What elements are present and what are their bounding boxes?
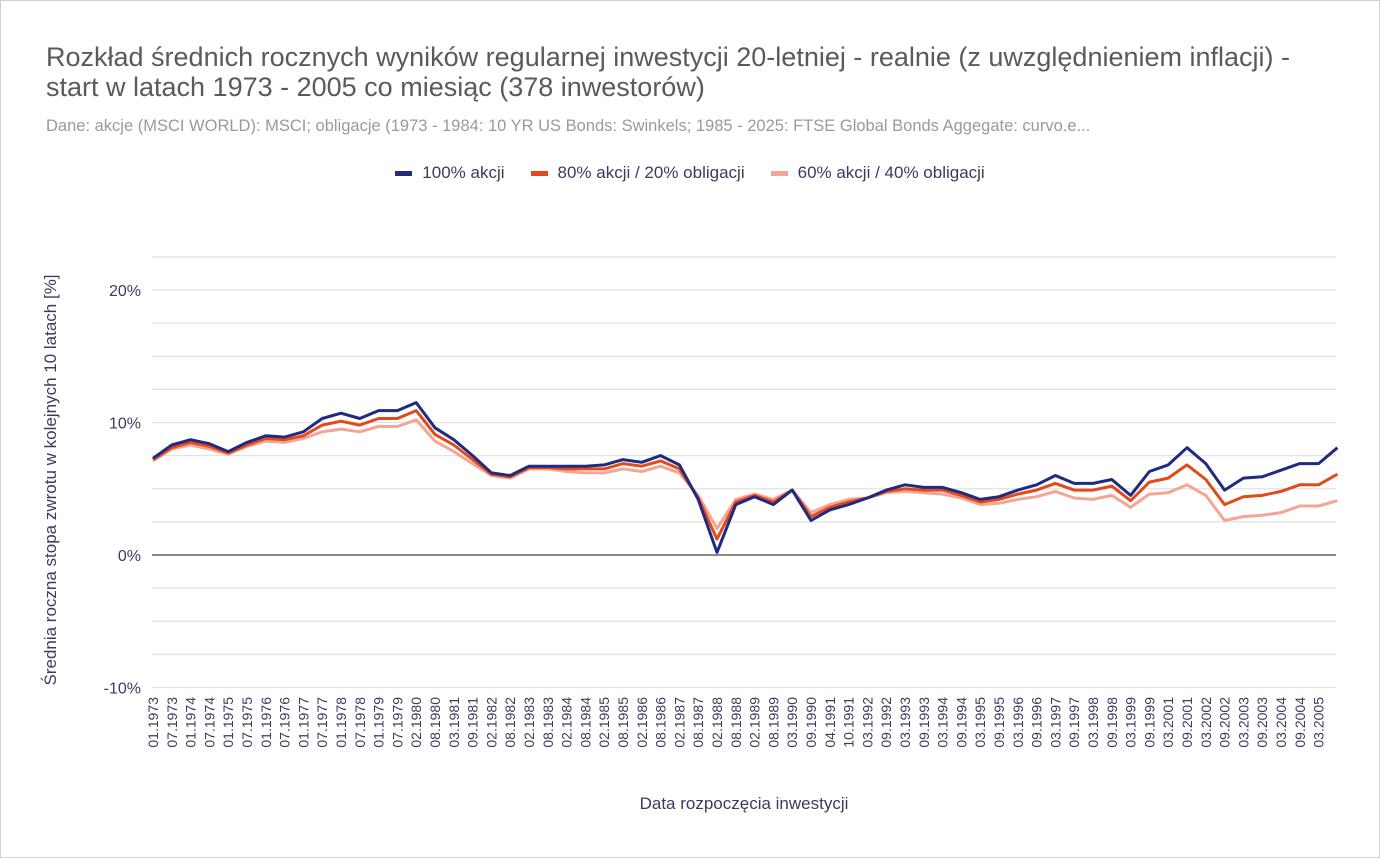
- x-tick-label: 02.1982: [483, 697, 499, 748]
- x-tick-label: 03.1996: [1010, 697, 1026, 748]
- x-tick-label: 09.1981: [465, 697, 481, 748]
- x-tick-label: 09.1997: [1066, 697, 1082, 748]
- x-tick-label: 09.1994: [953, 697, 969, 748]
- x-tick-label: 07.1979: [389, 697, 405, 748]
- legend-swatch: [770, 170, 788, 176]
- x-tick-label: 08.1982: [502, 697, 518, 748]
- x-tick-label: 01.1976: [258, 697, 274, 748]
- y-tick-label: -10%: [104, 681, 141, 698]
- legend-item-100[interactable]: 100% akcji: [395, 163, 505, 183]
- legend-swatch: [395, 170, 413, 176]
- x-tick-label: 04.1991: [822, 697, 838, 748]
- x-tick-label: 02.1986: [634, 697, 650, 748]
- x-tick-label: 02.1985: [596, 697, 612, 748]
- x-tick-label: 08.1986: [653, 697, 669, 748]
- y-tick-label: 0%: [118, 548, 141, 565]
- legend-label: 100% akcji: [422, 163, 505, 182]
- x-tick-label: 09.2003: [1254, 697, 1270, 748]
- y-tick-label: 20%: [109, 283, 141, 300]
- x-tick-label: 01.1979: [371, 697, 387, 748]
- x-tick-label: 09.2004: [1292, 697, 1308, 748]
- x-tick-label: 01.1977: [295, 697, 311, 748]
- x-axis-label: Data rozpoczęcia inwestycji: [640, 794, 849, 813]
- y-axis-ticks: 20% 10% 0% -10%: [104, 283, 141, 698]
- x-tick-label: 03.1998: [1085, 697, 1101, 748]
- legend-item-60[interactable]: 60% akcji / 40% obligacji: [770, 163, 985, 183]
- legend-label: 60% akcji / 40% obligacji: [797, 163, 985, 182]
- x-tick-label: 01.1973: [145, 697, 161, 748]
- x-tick-label: 02.1983: [521, 697, 537, 748]
- x-tick-label: 03.2005: [1311, 697, 1327, 748]
- legend-label: 80% akcji / 20% obligacji: [557, 163, 745, 182]
- x-tick-label: 03.2002: [1198, 697, 1214, 748]
- x-tick-label: 09.2001: [1179, 697, 1195, 748]
- x-tick-label: 03.2001: [1160, 697, 1176, 748]
- x-tick-label: 07.1975: [239, 697, 255, 748]
- series-line-0: [152, 401, 1339, 554]
- x-tick-label: 03.1993: [897, 697, 913, 748]
- x-tick-label: 03.1997: [1047, 697, 1063, 748]
- x-tick-label: 03.1999: [1123, 697, 1139, 748]
- x-tick-label: 08.1989: [765, 697, 781, 748]
- y-tick-label: 10%: [109, 416, 141, 433]
- x-tick-label: 07.1974: [201, 697, 217, 748]
- series-lines: [152, 401, 1339, 554]
- x-tick-label: 02.1980: [408, 697, 424, 748]
- gridlines: [152, 256, 1336, 689]
- x-tick-label: 02.1984: [559, 697, 575, 748]
- x-tick-label: 02.1989: [747, 697, 763, 748]
- legend-item-80[interactable]: 80% akcji / 20% obligacji: [530, 163, 745, 183]
- x-tick-label: 03.2003: [1235, 697, 1251, 748]
- x-tick-label: 09.1998: [1104, 697, 1120, 748]
- chart-title: Rozkład średnich rocznych wyników regula…: [46, 42, 1291, 102]
- x-tick-label: 09.1996: [1029, 697, 1045, 748]
- x-tick-label: 09.1990: [803, 697, 819, 748]
- chart-subtitle: Dane: akcje (MSCI WORLD): MSCI; obligacj…: [46, 117, 1091, 135]
- legend-swatch: [530, 170, 548, 176]
- x-tick-label: 08.1980: [427, 697, 443, 748]
- x-tick-label: 07.1973: [164, 697, 180, 748]
- x-tick-label: 02.1987: [671, 697, 687, 748]
- series-line-1: [152, 409, 1339, 541]
- x-tick-label: 10.1991: [841, 697, 857, 748]
- x-tick-label: 07.1978: [352, 697, 368, 748]
- x-tick-label: 03.1992: [859, 697, 875, 748]
- x-tick-label: 03.1995: [972, 697, 988, 748]
- x-tick-label: 08.1987: [690, 697, 706, 748]
- x-tick-label: 09.1995: [991, 697, 1007, 748]
- x-tick-label: 07.1976: [277, 697, 293, 748]
- x-tick-label: 03.1994: [935, 697, 951, 748]
- y-axis-label: Średnia roczna stopa zwrotu w kolejnych …: [41, 274, 60, 685]
- x-tick-label: 01.1974: [183, 697, 199, 748]
- x-tick-label: 08.1988: [728, 697, 744, 748]
- x-axis-ticks: 01.1973 07.1973 01.1974 07.1974 01.1975 07.19…: [145, 697, 1327, 748]
- x-tick-label: 01.1975: [220, 697, 236, 748]
- x-tick-label: 08.1984: [577, 697, 593, 748]
- x-tick-label: 08.1983: [540, 697, 556, 748]
- x-tick-label: 08.1985: [615, 697, 631, 748]
- x-tick-label: 03.1990: [784, 697, 800, 748]
- x-tick-label: 02.1988: [709, 697, 725, 748]
- x-tick-label: 07.1977: [314, 697, 330, 748]
- legend: 100% akcji 80% akcji / 20% obligacji 60%…: [0, 163, 1380, 183]
- x-tick-label: 09.1993: [916, 697, 932, 748]
- x-tick-label: 09.1992: [878, 697, 894, 748]
- x-tick-label: 09.2002: [1217, 697, 1233, 748]
- x-tick-label: 09.1999: [1141, 697, 1157, 748]
- series-line-2: [152, 418, 1338, 530]
- x-tick-label: 03.1981: [446, 697, 462, 748]
- x-tick-label: 03.2004: [1273, 697, 1289, 748]
- x-tick-label: 01.1978: [333, 697, 349, 748]
